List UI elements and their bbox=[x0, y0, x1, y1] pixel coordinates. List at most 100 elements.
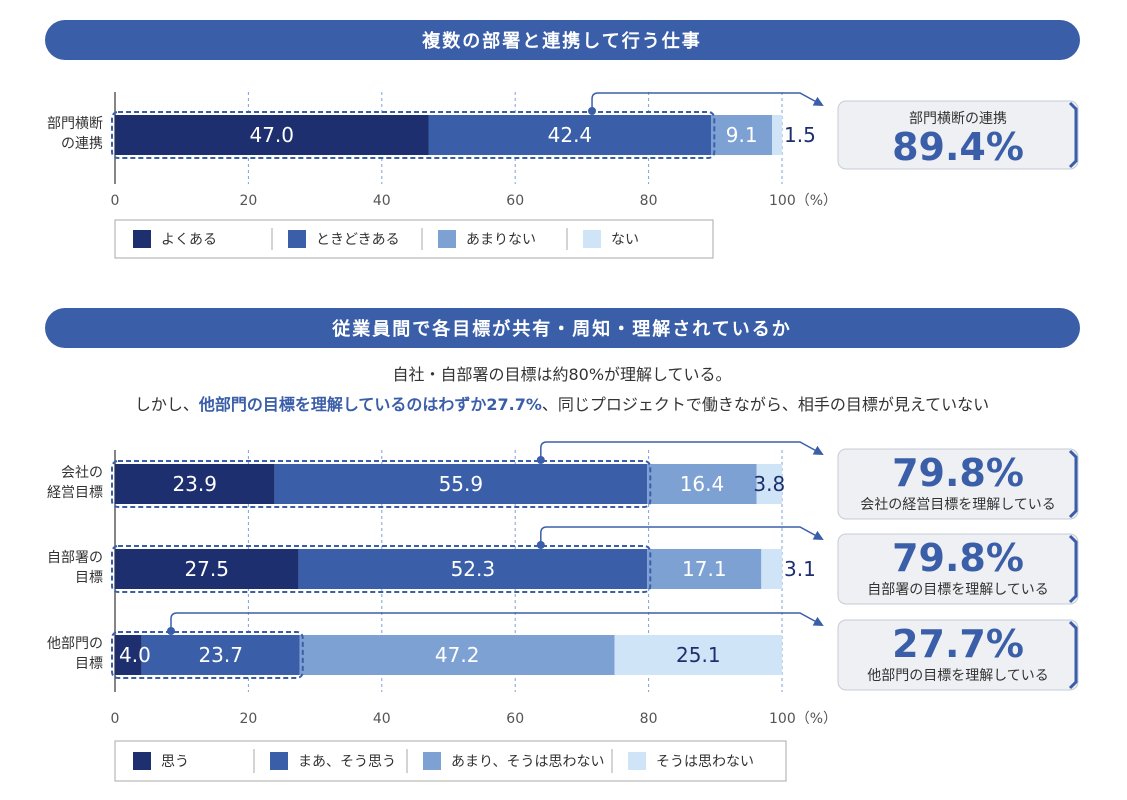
x-tick-label: 80 bbox=[640, 193, 658, 209]
data-label: 23.9 bbox=[172, 472, 217, 496]
row-label: 部門横断 bbox=[47, 116, 103, 132]
legend-swatch bbox=[288, 230, 306, 248]
data-label: 16.4 bbox=[680, 472, 725, 496]
callout-box bbox=[837, 533, 1079, 605]
x-tick-label: 60 bbox=[506, 193, 524, 209]
subtitle-post: 、同じプロジェクトで働きながら、相手の目標が見えていない bbox=[542, 395, 989, 414]
bar-segment bbox=[614, 635, 782, 675]
highlight-box bbox=[111, 545, 652, 593]
callout-box bbox=[837, 619, 1079, 691]
data-label: 47.0 bbox=[249, 123, 294, 147]
legend-label: まあ、そう思う bbox=[298, 754, 396, 770]
row-label: 目標 bbox=[75, 570, 103, 586]
callout-label: 部門横断の連携 bbox=[909, 111, 1007, 127]
bar-segment bbox=[115, 115, 429, 155]
x-tick-label: 40 bbox=[373, 711, 391, 727]
x-tick-label: 20 bbox=[239, 711, 257, 727]
bar-segment bbox=[761, 549, 782, 589]
x-tick-label: 80 bbox=[640, 711, 658, 727]
bar-segment bbox=[647, 464, 757, 504]
x-tick-label: 40 bbox=[373, 193, 391, 209]
legend-swatch bbox=[628, 752, 646, 770]
legend-label: そうは思わない bbox=[656, 754, 754, 770]
callout-value: 79.8% bbox=[892, 536, 1024, 580]
x-tick-label: 100（%） bbox=[769, 711, 837, 727]
row-label: 経営目標 bbox=[47, 485, 103, 501]
callout-label: 自部署の目標を理解している bbox=[867, 582, 1049, 598]
data-label: 25.1 bbox=[676, 643, 721, 667]
callout-value: 89.4% bbox=[892, 125, 1024, 169]
bar-segment bbox=[771, 115, 782, 155]
callout-value: 27.7% bbox=[892, 622, 1024, 666]
legend-swatch bbox=[133, 230, 151, 248]
data-label: 1.5 bbox=[784, 123, 816, 147]
connector-line bbox=[591, 92, 824, 111]
data-label: 27.5 bbox=[184, 557, 229, 581]
callout-box bbox=[837, 448, 1079, 520]
chart-layer: 0 20 40 60 80 100（%） 部門横断の連携 47.0 42.4 9.1 1.5 部門横断… bbox=[47, 92, 1079, 782]
data-label: 52.3 bbox=[451, 557, 496, 581]
bar-segment bbox=[141, 635, 300, 675]
legend-swatch bbox=[438, 230, 456, 248]
bar-segment bbox=[115, 635, 142, 675]
x-tick-label: 0 bbox=[111, 193, 120, 209]
bar-segment bbox=[299, 635, 615, 675]
x-tick-label: 100（%） bbox=[769, 193, 837, 209]
legend-label: あまり、そうは思わない bbox=[451, 754, 604, 770]
data-label: 17.1 bbox=[682, 557, 727, 581]
data-label: 9.1 bbox=[726, 123, 758, 147]
connector-line bbox=[170, 612, 824, 631]
callout-label: 他部門の目標を理解している bbox=[867, 668, 1049, 684]
connector-line bbox=[540, 526, 824, 545]
data-label: 3.1 bbox=[784, 557, 816, 581]
bar-segment bbox=[298, 549, 648, 589]
x-tick-label: 0 bbox=[111, 711, 120, 727]
legend-label: ときどきある bbox=[316, 232, 400, 248]
data-label: 23.7 bbox=[198, 643, 243, 667]
x-tick-label: 20 bbox=[239, 193, 257, 209]
bar-segment bbox=[115, 549, 299, 589]
legend-box bbox=[114, 740, 787, 782]
callout-accent bbox=[1068, 449, 1078, 519]
highlight-box bbox=[111, 631, 304, 679]
row-label: 会社の bbox=[61, 465, 103, 481]
row-label: 自部署の bbox=[47, 550, 103, 566]
callout-value: 79.8% bbox=[892, 451, 1024, 495]
row-label: の連携 bbox=[61, 136, 103, 152]
bar-segment bbox=[756, 464, 782, 504]
subtitle-highlight: 他部門の目標を理解しているのはわずか27.7% bbox=[198, 395, 542, 414]
section1-title: 複数の部署と連携して行う仕事 bbox=[421, 30, 701, 52]
legend-swatch bbox=[270, 752, 288, 770]
data-label: 55.9 bbox=[439, 472, 484, 496]
bar-segment bbox=[647, 549, 762, 589]
legend-swatch bbox=[133, 752, 151, 770]
section2-subtitle-line2: しかし、他部門の目標を理解しているのはわずか27.7%、同じプロジェクトで働きな… bbox=[135, 395, 989, 414]
callout-accent bbox=[1068, 534, 1078, 604]
legend-swatch bbox=[583, 230, 601, 248]
highlight-box bbox=[111, 460, 652, 508]
row-label: 他部門の bbox=[47, 636, 103, 652]
callout-box bbox=[837, 100, 1079, 170]
legend-label: ない bbox=[611, 232, 639, 248]
data-label: 3.8 bbox=[753, 472, 785, 496]
x-tick-label: 60 bbox=[506, 711, 524, 727]
connector-line bbox=[540, 441, 824, 460]
bar-segment bbox=[115, 464, 275, 504]
section2-subtitle-line1: 自社・自部署の目標は約80%が理解している。 bbox=[392, 365, 731, 384]
legend-label: あまりない bbox=[466, 232, 536, 248]
highlight-box bbox=[111, 111, 716, 159]
section1-banner bbox=[45, 20, 1080, 60]
data-label: 47.2 bbox=[435, 643, 480, 667]
section2-title: 従業員間で各目標が共有・周知・理解されているか bbox=[331, 318, 791, 340]
callout-accent bbox=[1068, 620, 1078, 690]
data-label: 42.4 bbox=[548, 123, 593, 147]
callout-label: 会社の経営目標を理解している bbox=[860, 497, 1056, 513]
bar-segment bbox=[711, 115, 772, 155]
callout-accent bbox=[1068, 101, 1078, 169]
legend-swatch bbox=[423, 752, 441, 770]
section2-banner bbox=[45, 308, 1080, 348]
bar-segment bbox=[274, 464, 648, 504]
data-label: 4.0 bbox=[119, 643, 151, 667]
